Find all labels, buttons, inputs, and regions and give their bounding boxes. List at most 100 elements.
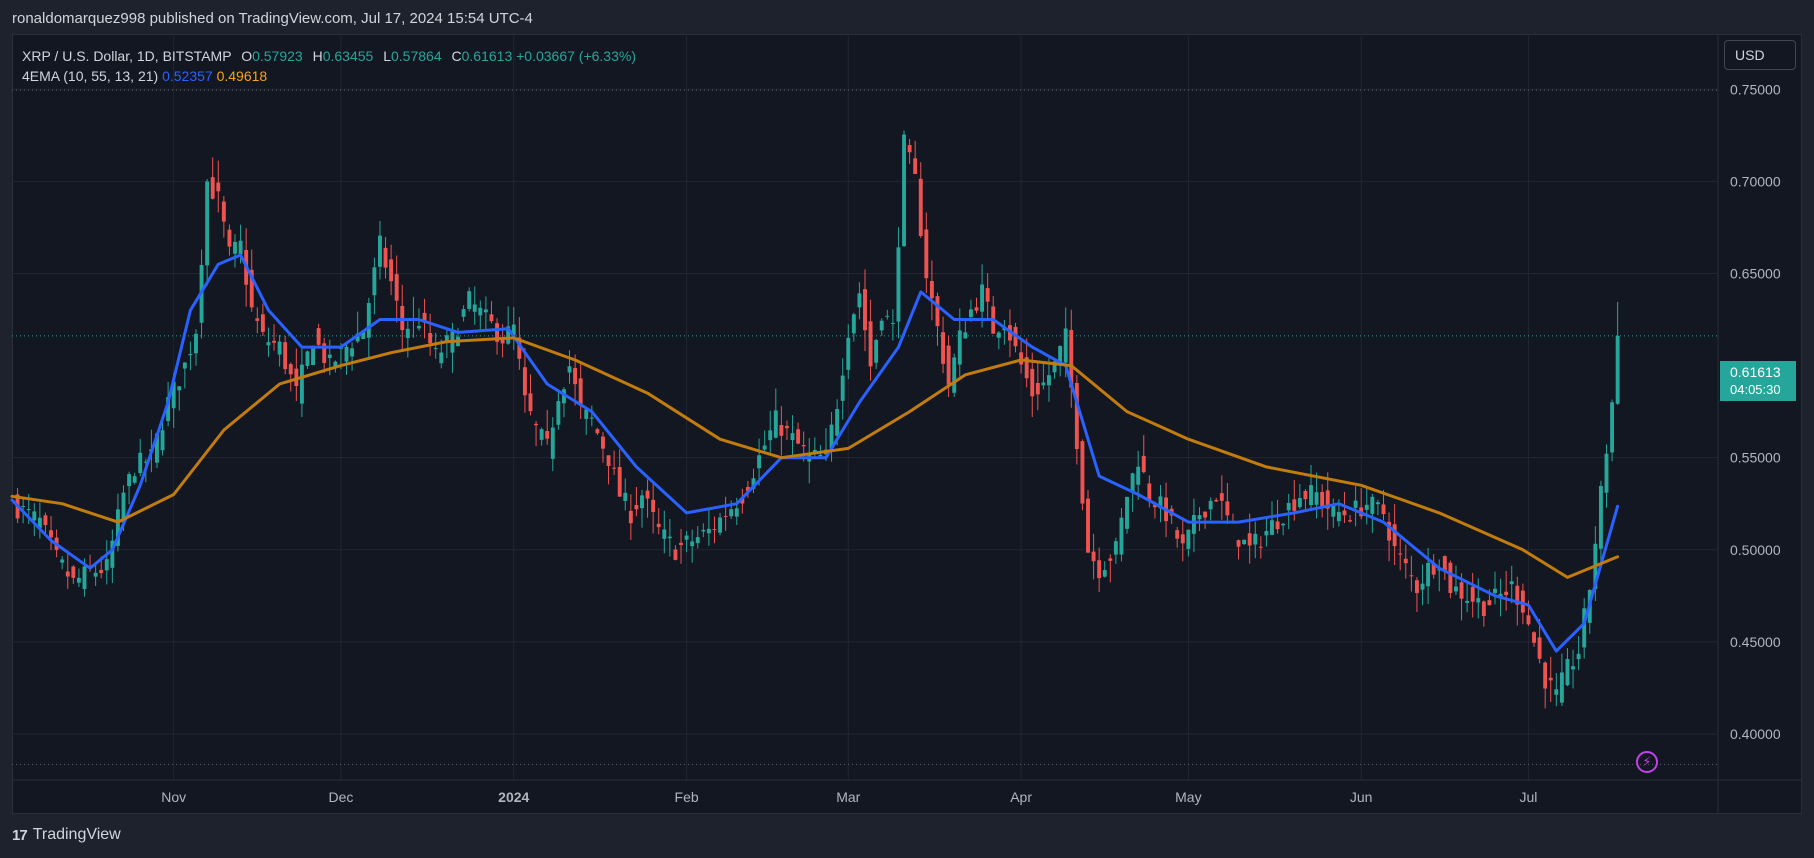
indicator-label[interactable]: 4EMA (10, 55, 13, 21): [22, 68, 159, 84]
candle-body: [1136, 466, 1141, 485]
candle-body: [1325, 490, 1330, 509]
high-value: 0.63455: [322, 48, 374, 64]
candle-body: [840, 375, 845, 401]
candle-body: [305, 351, 310, 366]
candle-body: [1543, 662, 1548, 689]
candle-body: [1303, 490, 1308, 500]
candle-body: [277, 341, 282, 355]
candle-body: [634, 505, 639, 510]
candle-body: [924, 229, 929, 279]
candle-body: [706, 528, 711, 534]
candle-body: [857, 293, 862, 308]
candle-body: [500, 337, 505, 344]
lightning-bolt-icon[interactable]: ⚡: [1636, 751, 1658, 773]
candle-body: [405, 328, 410, 339]
candle-body: [294, 368, 299, 387]
candle-body: [1152, 504, 1157, 508]
open-label: O: [241, 48, 253, 64]
candle-body: [171, 381, 176, 409]
candle-body: [801, 445, 806, 447]
candle-body: [617, 467, 622, 497]
candle-body: [255, 318, 260, 321]
y-tick-label: 0.45000: [1730, 634, 1781, 650]
symbol-label[interactable]: XRP / U.S. Dollar, 1D, BITSTAMP: [22, 48, 232, 64]
candle-body: [1125, 496, 1129, 529]
candle-body: [121, 492, 126, 523]
candle-body: [835, 409, 840, 436]
candle-body: [623, 492, 628, 502]
candle-body: [952, 357, 957, 393]
candle-body: [907, 145, 912, 153]
candle-body: [874, 340, 879, 363]
candle-body: [545, 431, 550, 439]
x-tick-label: Mar: [836, 789, 860, 805]
candle-body: [1548, 677, 1553, 681]
candle-body: [372, 267, 377, 296]
candle-body: [1375, 502, 1380, 505]
candle-body: [796, 429, 801, 444]
candle-body: [155, 433, 159, 463]
candle-body: [511, 324, 516, 336]
candle-body: [1403, 558, 1408, 564]
candle-body: [472, 304, 477, 312]
tradingview-brand[interactable]: 17 TradingView: [12, 826, 121, 844]
y-tick-label: 0.50000: [1730, 542, 1781, 558]
candle-body: [227, 229, 232, 247]
candle-body: [1203, 511, 1208, 518]
candle-body: [534, 423, 539, 426]
candle-body: [160, 430, 165, 451]
candle-body: [1041, 382, 1046, 386]
candle-body: [985, 288, 990, 302]
candle-body: [115, 509, 120, 546]
candle-body: [1493, 588, 1497, 594]
candle-body: [299, 364, 304, 404]
candle-body: [210, 177, 215, 199]
candle-body: [394, 274, 399, 301]
candle-body: [851, 314, 856, 334]
candle-body: [383, 247, 388, 268]
candle-body: [1052, 361, 1057, 373]
candle-body: [1030, 368, 1035, 397]
candle-body: [974, 307, 979, 311]
candle-body: [784, 425, 789, 429]
candle-body: [1414, 580, 1419, 594]
chart-pane[interactable]: [12, 34, 1802, 814]
currency-button[interactable]: USD: [1724, 40, 1796, 70]
candle-body: [929, 281, 934, 299]
candle-body: [690, 541, 695, 547]
candle-body: [26, 509, 31, 511]
candle-body: [1119, 517, 1124, 555]
candle-body: [316, 328, 321, 345]
candle-body: [495, 323, 499, 342]
candle-body: [327, 354, 332, 359]
candle-body: [1364, 504, 1369, 510]
candle-body: [1297, 498, 1302, 508]
candle-body: [1515, 585, 1520, 605]
candle-body: [71, 566, 76, 578]
x-tick-label: Apr: [1010, 789, 1032, 805]
candle-body: [288, 364, 293, 375]
candle-body: [444, 335, 449, 344]
candle-body: [1281, 523, 1286, 526]
candle-body: [1604, 453, 1609, 493]
candle-body: [896, 247, 901, 322]
candle-body: [1526, 615, 1531, 625]
candle-body: [138, 452, 143, 474]
candle-body: [829, 424, 834, 448]
candle-body: [963, 332, 968, 339]
candle-body: [483, 309, 488, 313]
y-tick-label: 0.70000: [1730, 173, 1781, 189]
candle-body: [322, 343, 327, 363]
candle-body: [260, 314, 265, 332]
candle-body: [1336, 512, 1341, 522]
low-value: 0.57864: [391, 48, 442, 64]
candle-body: [166, 397, 171, 422]
candle-body: [550, 427, 555, 459]
candle-body: [194, 333, 198, 354]
publish-banner: ronaldomarquez998 published on TradingVi…: [12, 10, 533, 27]
candle-body: [1481, 601, 1486, 617]
candle-body: [578, 378, 583, 406]
candle-body: [528, 393, 533, 412]
candle-body: [1370, 496, 1375, 514]
